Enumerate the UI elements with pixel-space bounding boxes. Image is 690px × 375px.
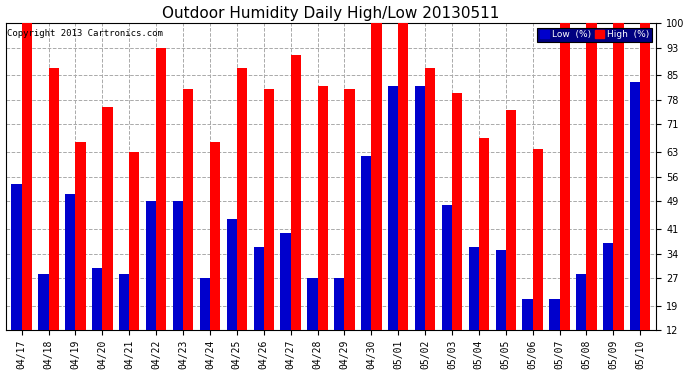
Bar — [183, 90, 193, 372]
Text: Copyright 2013 Cartronics.com: Copyright 2013 Cartronics.com — [7, 29, 163, 38]
Bar — [66, 194, 75, 372]
Bar — [226, 219, 237, 372]
Bar — [307, 278, 317, 372]
Bar — [102, 107, 112, 372]
Bar — [388, 86, 398, 372]
Bar — [92, 267, 102, 372]
Bar — [21, 23, 32, 372]
Bar — [344, 90, 355, 372]
Bar — [640, 23, 651, 372]
Bar — [506, 110, 516, 372]
Bar — [576, 274, 586, 372]
Bar — [415, 86, 425, 372]
Bar — [39, 274, 48, 372]
Bar — [75, 142, 86, 372]
Bar — [146, 201, 156, 372]
Bar — [172, 201, 183, 372]
Bar — [290, 54, 301, 372]
Bar — [613, 23, 624, 372]
Bar — [630, 82, 640, 372]
Title: Outdoor Humidity Daily High/Low 20130511: Outdoor Humidity Daily High/Low 20130511 — [162, 6, 500, 21]
Bar — [533, 149, 543, 372]
Bar — [452, 93, 462, 372]
Bar — [48, 69, 59, 372]
Bar — [119, 274, 129, 372]
Bar — [334, 278, 344, 372]
Bar — [317, 86, 328, 372]
Bar — [361, 156, 371, 372]
Bar — [129, 152, 139, 372]
Legend: Low  (%), High  (%): Low (%), High (%) — [537, 28, 652, 42]
Bar — [199, 278, 210, 372]
Bar — [469, 246, 479, 372]
Bar — [280, 232, 290, 372]
Bar — [603, 243, 613, 372]
Bar — [479, 138, 489, 372]
Bar — [237, 69, 247, 372]
Bar — [586, 23, 597, 372]
Bar — [522, 299, 533, 372]
Bar — [425, 69, 435, 372]
Bar — [210, 142, 220, 372]
Bar — [495, 250, 506, 372]
Bar — [549, 299, 560, 372]
Bar — [442, 205, 452, 372]
Bar — [156, 48, 166, 372]
Bar — [371, 23, 382, 372]
Bar — [253, 246, 264, 372]
Bar — [560, 23, 570, 372]
Bar — [398, 23, 408, 372]
Bar — [264, 90, 274, 372]
Bar — [12, 184, 21, 372]
